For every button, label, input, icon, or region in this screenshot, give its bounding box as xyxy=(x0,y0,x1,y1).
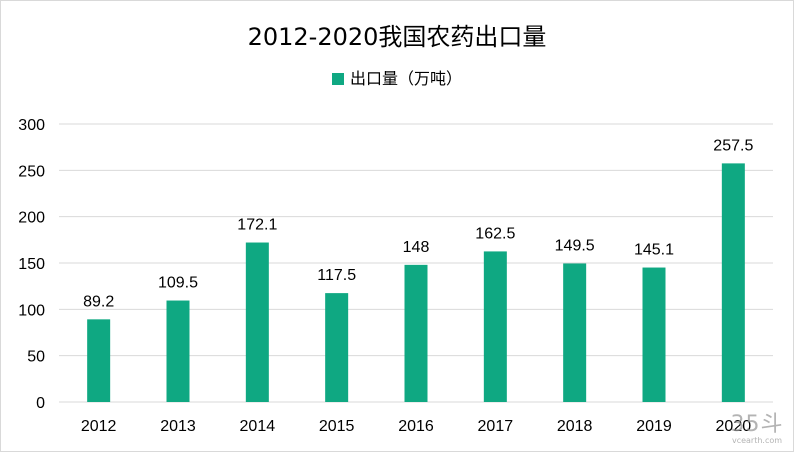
data-label-2018: 149.5 xyxy=(555,237,595,254)
data-label-2019: 145.1 xyxy=(634,242,674,259)
bar-2013 xyxy=(166,300,190,402)
bar-2014 xyxy=(245,242,269,402)
y-tick-label: 100 xyxy=(18,302,45,319)
y-tick-label: 0 xyxy=(36,395,45,412)
legend-swatch xyxy=(331,73,344,85)
x-tick-label: 2016 xyxy=(398,418,434,435)
x-tick-label: 2020 xyxy=(716,418,752,435)
legend: 出口量（万吨） xyxy=(1,65,793,89)
x-tick-label: 2019 xyxy=(636,418,672,435)
x-axis-tick-labels: 2012 2013 2014 2015 2016 2017 2018 2019 2020 xyxy=(81,418,751,435)
data-label-2013: 109.5 xyxy=(158,275,198,292)
bar-2019 xyxy=(642,267,666,402)
x-tick-label: 2017 xyxy=(478,418,514,435)
y-axis-tick-labels: 0 50 100 150 200 250 300 xyxy=(18,117,45,412)
bar-2012 xyxy=(87,319,111,402)
bar-2017 xyxy=(483,251,507,402)
watermark-logo: 35斗 vcearth.com xyxy=(727,412,787,446)
bar-2015 xyxy=(325,293,349,402)
data-label-2012: 89.2 xyxy=(83,293,114,310)
watermark-brand: 35斗 xyxy=(730,412,784,437)
data-label-2020: 257.5 xyxy=(713,137,753,154)
bars xyxy=(87,163,745,402)
y-tick-label: 150 xyxy=(18,256,45,273)
watermark-url: vcearth.com xyxy=(731,436,783,445)
chart-title: 2012-2020我国农药出口量 xyxy=(247,23,547,51)
x-tick-label: 2013 xyxy=(160,418,196,435)
legend-label: 出口量（万吨） xyxy=(349,69,462,88)
x-tick-label: 2015 xyxy=(319,418,355,435)
y-tick-label: 50 xyxy=(27,349,45,366)
data-label-2014: 172.1 xyxy=(237,217,277,234)
data-label-2015: 117.5 xyxy=(317,267,356,284)
data-labels: 89.2 109.5 172.1 117.5 148 162.5 149.5 145.1 257… xyxy=(83,137,753,310)
x-tick-label: 2014 xyxy=(240,418,276,435)
y-tick-label: 300 xyxy=(18,117,45,134)
data-label-2017: 162.5 xyxy=(475,225,515,242)
y-tick-label: 200 xyxy=(18,210,45,227)
y-tick-label: 250 xyxy=(18,163,45,180)
x-tick-label: 2018 xyxy=(557,418,593,435)
data-label-2016: 148 xyxy=(403,239,430,256)
bar-2016 xyxy=(404,264,428,402)
bar-2018 xyxy=(563,263,587,402)
bar-2020 xyxy=(721,163,745,402)
x-tick-label: 2012 xyxy=(81,418,117,435)
